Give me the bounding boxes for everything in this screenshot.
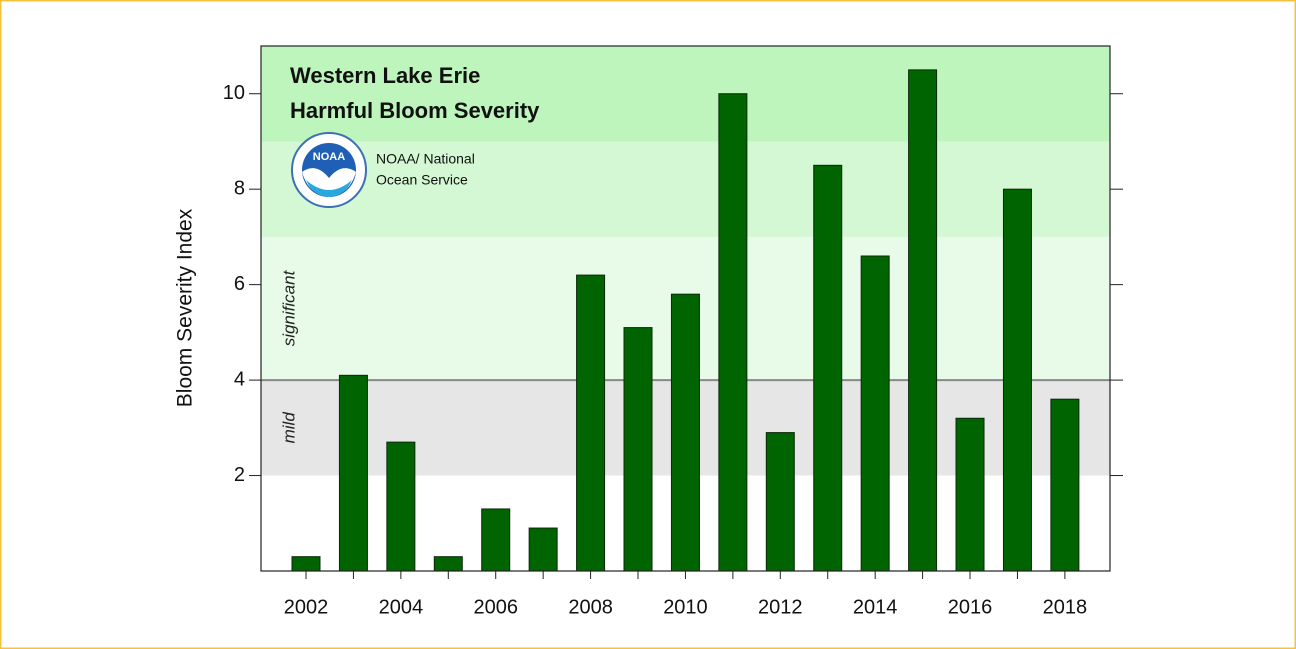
bar	[765, 432, 795, 572]
bar	[1002, 188, 1032, 572]
chart-title: Western Lake Erie	[290, 63, 480, 88]
bar	[481, 508, 511, 572]
credit: NOAA/ National	[376, 151, 475, 167]
x-tick-label: 2002	[284, 596, 329, 618]
bar	[955, 417, 985, 572]
band-label: mild	[279, 412, 298, 444]
band-label: significant	[279, 269, 298, 346]
bar	[813, 164, 843, 572]
logo-text: NOAA	[313, 151, 345, 163]
y-tick-label: 10	[223, 82, 245, 104]
x-tick-label: 2014	[853, 596, 898, 618]
bar	[718, 93, 748, 572]
x-tick-label: 2012	[758, 596, 803, 618]
noaa-logo: NOAA	[291, 132, 367, 208]
x-tick-label: 2018	[1043, 596, 1088, 618]
severity-band	[261, 46, 1110, 142]
x-tick-label: 2010	[663, 596, 708, 618]
bar	[623, 327, 653, 572]
x-tick-label: 2008	[568, 596, 613, 618]
x-tick-label: 2006	[473, 596, 518, 618]
severity-band	[261, 141, 1110, 237]
y-tick-label: 2	[234, 464, 245, 486]
bar	[908, 69, 938, 572]
bar	[528, 527, 558, 572]
bar	[291, 556, 321, 572]
x-tick-label: 2004	[379, 596, 424, 618]
logo-water	[306, 180, 352, 197]
x-tick-label: 2016	[948, 596, 993, 618]
bar	[386, 441, 416, 572]
y-tick-label: 6	[234, 273, 245, 295]
credit: Ocean Service	[376, 172, 468, 188]
bar	[860, 255, 890, 572]
bar	[433, 556, 463, 572]
y-axis-title: Bloom Severity Index	[174, 208, 197, 407]
y-tick-label: 8	[234, 177, 245, 199]
marks	[291, 69, 1080, 572]
bar	[670, 293, 700, 572]
bar	[1050, 398, 1080, 572]
bar	[576, 274, 606, 572]
bar	[338, 374, 368, 572]
chart-title: Harmful Bloom Severity	[290, 98, 540, 123]
y-tick-label: 4	[234, 368, 245, 390]
